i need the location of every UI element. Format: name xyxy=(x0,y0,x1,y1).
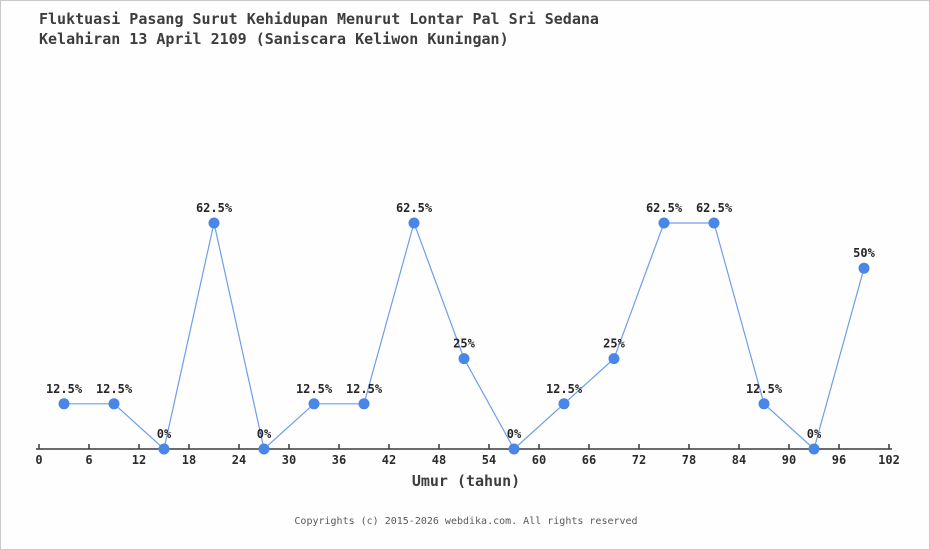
data-point-label: 12.5% xyxy=(46,382,83,396)
data-point xyxy=(258,443,270,455)
data-point-label: 62.5% xyxy=(696,201,733,215)
data-point xyxy=(658,217,670,229)
data-point xyxy=(758,398,770,410)
x-axis-tick-label: 96 xyxy=(832,453,846,467)
data-point-label: 0% xyxy=(507,427,522,441)
data-point-label: 0% xyxy=(257,427,272,441)
data-point-label: 0% xyxy=(157,427,172,441)
data-point xyxy=(858,262,870,274)
data-point-label: 50% xyxy=(853,246,875,260)
x-axis-tick-label: 78 xyxy=(682,453,696,467)
data-point xyxy=(508,443,520,455)
data-point-label: 25% xyxy=(603,337,625,351)
x-axis-tick-label: 18 xyxy=(182,453,196,467)
data-point xyxy=(458,353,470,365)
x-axis-tick-label: 72 xyxy=(632,453,646,467)
x-axis-tick-label: 48 xyxy=(432,453,446,467)
chart-title: Fluktuasi Pasang Surut Kehidupan Menurut… xyxy=(39,9,599,49)
data-point xyxy=(608,353,620,365)
x-axis-tick-label: 36 xyxy=(332,453,346,467)
data-point-label: 62.5% xyxy=(646,201,683,215)
x-axis-tick-label: 66 xyxy=(582,453,596,467)
x-axis-tick-label: 60 xyxy=(532,453,546,467)
data-point-label: 12.5% xyxy=(346,382,383,396)
data-point xyxy=(358,398,370,410)
x-axis-tick-label: 90 xyxy=(782,453,796,467)
x-axis-tick-label: 42 xyxy=(382,453,396,467)
data-point xyxy=(108,398,120,410)
chart-title-line1: Fluktuasi Pasang Surut Kehidupan Menurut… xyxy=(39,10,599,28)
chart-title-line2: Kelahiran 13 April 2109 (Saniscara Keliw… xyxy=(39,30,509,48)
x-axis-tick-label: 0 xyxy=(35,453,42,467)
data-point-label: 12.5% xyxy=(746,382,783,396)
x-axis-tick-label: 30 xyxy=(282,453,296,467)
data-point xyxy=(208,217,220,229)
data-point xyxy=(708,217,720,229)
data-point-label: 12.5% xyxy=(296,382,333,396)
data-point xyxy=(408,217,420,229)
data-point xyxy=(808,443,820,455)
x-axis-tick-label: 84 xyxy=(732,453,746,467)
data-point-label: 0% xyxy=(807,427,822,441)
x-axis-tick-label: 102 xyxy=(878,453,900,467)
x-axis-tick-label: 12 xyxy=(132,453,146,467)
data-point-label: 12.5% xyxy=(96,382,133,396)
data-point-label: 62.5% xyxy=(196,201,233,215)
x-axis-tick-label: 54 xyxy=(482,453,496,467)
copyright-text: Copyrights (c) 2015-2026 webdika.com. Al… xyxy=(294,516,638,527)
data-point xyxy=(158,443,170,455)
data-point xyxy=(58,398,70,410)
x-axis-tick-label: 24 xyxy=(232,453,246,467)
data-point-label: 12.5% xyxy=(546,382,583,396)
data-point-label: 62.5% xyxy=(396,201,433,215)
x-axis-tick-label: 6 xyxy=(85,453,92,467)
data-point-label: 25% xyxy=(453,337,475,351)
data-point xyxy=(558,398,570,410)
x-axis-title: Umur (tahun) xyxy=(411,472,521,490)
data-point xyxy=(308,398,320,410)
